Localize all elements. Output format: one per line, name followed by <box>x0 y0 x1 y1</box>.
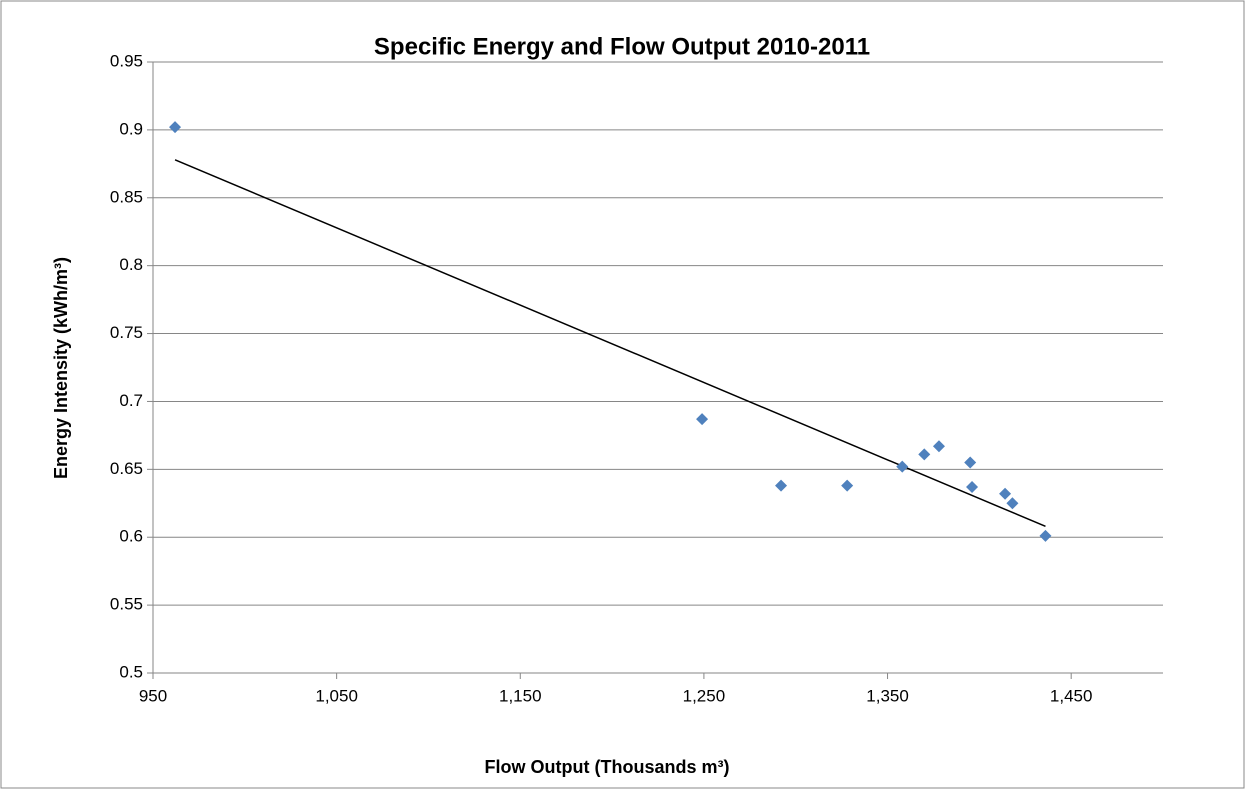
y-tick-label: 0.8 <box>119 255 143 274</box>
y-tick-label: 0.9 <box>119 119 143 138</box>
point <box>1039 529 1052 542</box>
x-tick-label: 950 <box>139 686 167 705</box>
y-tick-label: 0.95 <box>110 51 143 70</box>
x-axis-title: Flow Output (Thousands m³) <box>485 757 730 777</box>
y-tick-label: 0.7 <box>119 391 143 410</box>
chart-title: Specific Energy and Flow Output 2010-201… <box>374 33 870 60</box>
x-tick-label: 1,250 <box>683 686 726 705</box>
point <box>999 487 1012 500</box>
x-tick-label: 1,050 <box>315 686 358 705</box>
trendline <box>174 159 1046 528</box>
y-tick-label: 0.65 <box>110 459 143 478</box>
point <box>169 121 182 134</box>
point <box>1006 497 1019 510</box>
x-tick-label: 1,350 <box>866 686 909 705</box>
y-tick-label: 0.5 <box>119 662 143 681</box>
point <box>932 440 945 453</box>
point <box>841 479 854 492</box>
y-tick-label: 0.55 <box>110 595 143 614</box>
y-axis-title: Energy Intensity (kWh/m³) <box>51 257 71 479</box>
x-tick-label: 1,150 <box>499 686 542 705</box>
x-tick-label: 1,450 <box>1050 686 1093 705</box>
y-tick-label: 0.85 <box>110 187 143 206</box>
point <box>696 413 709 426</box>
y-tick-label: 0.75 <box>110 323 143 342</box>
point <box>775 479 788 492</box>
point <box>918 448 931 461</box>
point <box>966 480 979 493</box>
point <box>964 456 977 469</box>
point <box>896 460 909 473</box>
y-tick-label: 0.6 <box>119 527 143 546</box>
